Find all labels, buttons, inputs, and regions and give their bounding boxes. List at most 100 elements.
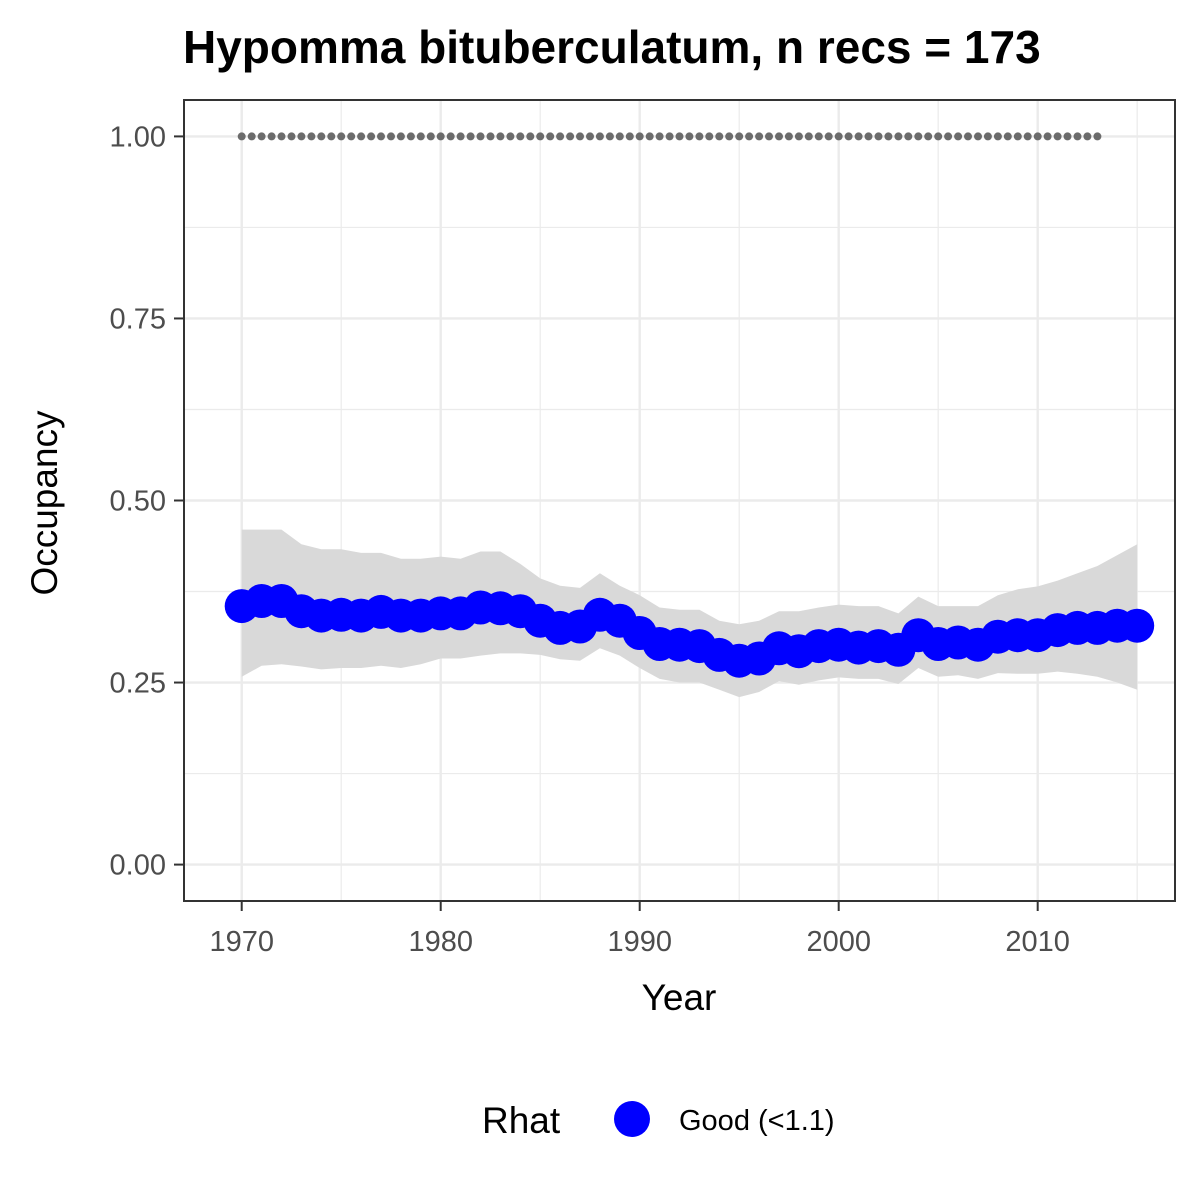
legend-title: Rhat xyxy=(482,1100,561,1141)
reference-dot xyxy=(546,132,555,141)
reference-dot xyxy=(755,132,764,141)
x-tick-label: 2010 xyxy=(1005,926,1070,958)
reference-dot xyxy=(665,132,674,141)
dotted-reference-line xyxy=(237,132,1102,141)
reference-dot xyxy=(944,132,953,141)
y-tick-label: 0.75 xyxy=(110,303,166,335)
reference-dot xyxy=(536,132,545,141)
y-axis-title: Occupancy xyxy=(24,410,65,596)
reference-dot xyxy=(874,132,883,141)
reference-dot xyxy=(635,132,644,141)
occupancy-point xyxy=(1120,608,1155,643)
reference-dot xyxy=(426,132,435,141)
reference-dot xyxy=(287,132,296,141)
reference-dot xyxy=(496,132,505,141)
reference-dot xyxy=(1053,132,1062,141)
reference-dot xyxy=(486,132,495,141)
reference-dot xyxy=(327,132,336,141)
reference-dot xyxy=(884,132,893,141)
reference-dot xyxy=(436,132,445,141)
reference-dot xyxy=(267,132,276,141)
reference-dot xyxy=(377,132,385,141)
y-tick-label: 0.00 xyxy=(110,850,166,882)
reference-dot xyxy=(556,132,565,141)
reference-dot xyxy=(625,132,634,141)
reference-dot xyxy=(456,132,465,141)
reference-dot xyxy=(516,132,525,141)
reference-dot xyxy=(934,132,943,141)
reference-dot xyxy=(1003,132,1012,141)
reference-dot xyxy=(705,132,714,141)
reference-dot xyxy=(1093,132,1102,141)
reference-dot xyxy=(834,132,843,141)
reference-dot xyxy=(1033,132,1042,141)
reference-dot xyxy=(655,132,664,141)
x-tick-label: 2000 xyxy=(806,926,871,958)
reference-dot xyxy=(247,132,256,141)
reference-dot xyxy=(237,132,246,141)
reference-dot xyxy=(506,132,515,141)
reference-dot xyxy=(765,132,773,141)
reference-dot xyxy=(685,132,694,141)
x-axis: 1970 1980 1990 2000 2010 xyxy=(209,901,1070,958)
reference-dot xyxy=(297,132,306,141)
reference-dot xyxy=(864,132,873,141)
reference-dot xyxy=(367,132,376,141)
reference-dot xyxy=(894,132,903,141)
reference-dot xyxy=(605,132,614,141)
reference-dot xyxy=(257,132,266,141)
reference-dot xyxy=(675,132,684,141)
reference-dot xyxy=(745,132,754,141)
reference-dot xyxy=(924,132,933,141)
reference-dot xyxy=(715,132,724,141)
reference-dot xyxy=(615,132,624,141)
reference-dot xyxy=(784,132,793,141)
x-tick-label: 1970 xyxy=(209,926,274,958)
reference-dot xyxy=(904,132,913,141)
reference-dot xyxy=(983,132,992,141)
y-tick-label: 0.25 xyxy=(110,668,166,700)
reference-dot xyxy=(1063,132,1072,141)
reference-dot xyxy=(387,132,395,141)
x-tick-label: 1980 xyxy=(408,926,473,958)
reference-dot xyxy=(277,132,286,141)
reference-dot xyxy=(645,132,654,141)
reference-dot xyxy=(993,132,1002,141)
reference-dot xyxy=(1073,132,1082,141)
chart-title: Hypomma bituberculatum, n recs = 173 xyxy=(183,21,1041,73)
reference-dot xyxy=(844,132,853,141)
reference-dot xyxy=(964,132,972,141)
x-tick-label: 1990 xyxy=(607,926,672,958)
plot-panel xyxy=(183,99,1176,902)
reference-dot xyxy=(586,132,594,141)
reference-dot xyxy=(735,132,744,141)
y-tick-label: 0.50 xyxy=(110,486,166,518)
reference-dot xyxy=(1013,132,1022,141)
reference-dot xyxy=(446,132,455,141)
reference-dot xyxy=(914,132,923,141)
reference-dot xyxy=(725,132,734,141)
legend-label-good: Good (<1.1) xyxy=(679,1105,835,1137)
legend: Rhat Good (<1.1) xyxy=(482,1100,835,1141)
reference-dot xyxy=(406,132,415,141)
reference-dot xyxy=(476,132,485,141)
reference-dot xyxy=(307,132,316,141)
reference-dot xyxy=(337,132,346,141)
reference-dot xyxy=(357,132,366,141)
reference-dot xyxy=(804,132,813,141)
reference-dot xyxy=(566,132,575,141)
reference-dot xyxy=(854,132,863,141)
reference-dot xyxy=(347,132,356,141)
reference-dot xyxy=(1083,132,1092,141)
reference-dot xyxy=(824,132,833,141)
reference-dot xyxy=(595,132,604,141)
reference-dot xyxy=(695,132,704,141)
legend-key-good xyxy=(614,1101,650,1137)
reference-dot xyxy=(814,132,823,141)
reference-dot xyxy=(396,132,405,141)
reference-dot xyxy=(526,132,535,141)
reference-dot xyxy=(416,132,425,141)
y-tick-label: 1.00 xyxy=(110,121,166,153)
reference-dot xyxy=(954,132,963,141)
